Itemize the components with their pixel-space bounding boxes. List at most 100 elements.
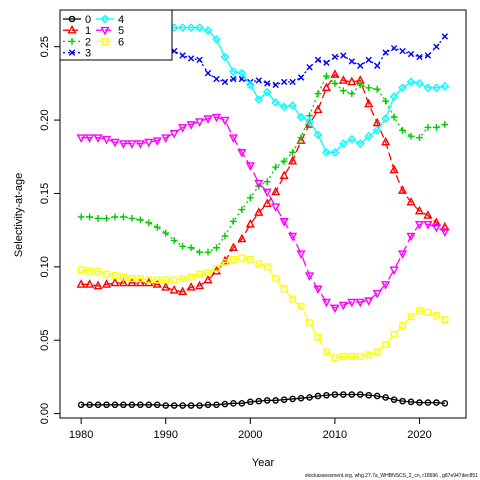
data-point-1-2002 [262, 198, 272, 208]
data-point-5-1991 [169, 129, 179, 139]
data-point-0-2000 [247, 398, 254, 406]
y-tick-label-0.00: 0.00 [39, 403, 51, 424]
data-point-4-2010 [330, 147, 340, 157]
data-point-6-1981 [86, 267, 94, 275]
data-point-0-2013 [356, 391, 364, 398]
legend-entry-6: 6 [96, 36, 124, 48]
data-point-1-2000 [245, 218, 255, 228]
data-point-5-2012 [347, 298, 357, 308]
legend-entry-0: 0 [63, 14, 91, 26]
data-point-4-2012 [347, 134, 357, 144]
data-point-1-2012 [347, 76, 357, 86]
data-point-0-1988 [145, 401, 153, 409]
data-point-5-2007 [304, 272, 315, 281]
series-line-5 [81, 116, 446, 309]
series-0 [77, 391, 449, 409]
data-point-2-2006 [297, 134, 305, 142]
data-point-0-1994 [196, 402, 203, 409]
data-point-6-2010 [331, 354, 339, 362]
data-point-4-2001 [254, 95, 264, 104]
data-point-5-2016 [381, 281, 391, 290]
legend-label-4: 4 [118, 14, 124, 26]
data-point-5-1992 [178, 124, 188, 133]
data-point-5-1997 [220, 116, 230, 126]
data-point-3-1996 [213, 75, 220, 83]
data-point-0-2004 [280, 396, 288, 403]
data-point-0-2023 [441, 400, 449, 407]
data-point-0-2006 [297, 394, 305, 402]
data-point-1-2001 [254, 207, 264, 216]
series-line-0 [81, 393, 445, 407]
data-point-5-2017 [389, 266, 399, 276]
data-point-4-2019 [406, 77, 416, 87]
data-point-6-2013 [356, 352, 364, 360]
axis-layer: 1980 1990 2000 2010 2020 0.00 0.05 0.10 0.15 0.20… [39, 36, 432, 441]
data-point-2-1992 [179, 242, 187, 250]
data-point-0-2008 [314, 392, 322, 400]
data-point-1-1984 [110, 277, 120, 287]
data-point-0-1993 [187, 402, 195, 409]
data-point-6-2005 [289, 295, 297, 303]
legend-entry-4: 4 [96, 14, 124, 26]
data-point-1-1982 [93, 280, 103, 290]
data-point-3-1997 [221, 78, 229, 86]
data-point-2-2004 [280, 157, 288, 165]
data-point-2-1986 [128, 215, 136, 222]
data-point-1-1980 [76, 279, 86, 288]
data-point-0-2022 [433, 399, 440, 406]
data-point-2-2022 [432, 124, 440, 131]
data-point-0-2011 [340, 391, 347, 398]
data-point-5-1988 [144, 138, 154, 148]
data-point-0-1985 [120, 401, 127, 409]
data-point-4-1995 [203, 26, 213, 35]
legend-marker-4 [100, 14, 110, 24]
data-point-3-1993 [187, 55, 195, 62]
data-point-0-1992 [179, 402, 186, 409]
data-point-0-1987 [137, 401, 144, 409]
data-point-6-1994 [196, 270, 204, 278]
data-point-2-2008 [314, 90, 322, 98]
data-point-5-2002 [262, 188, 272, 198]
data-point-4-2023 [440, 81, 450, 91]
legend-entry-2: 2 [63, 36, 91, 48]
data-point-2-2016 [382, 97, 390, 105]
data-point-0-2007 [306, 394, 313, 401]
data-point-1-2005 [288, 155, 298, 165]
data-point-5-1993 [186, 121, 196, 130]
data-point-6-1987 [136, 275, 144, 283]
data-point-0-1983 [103, 401, 110, 409]
series-line-6 [81, 257, 446, 359]
data-point-6-2017 [390, 330, 398, 338]
data-point-3-2012 [348, 58, 356, 65]
data-point-5-2023 [440, 228, 450, 237]
data-point-1-2023 [440, 221, 450, 231]
data-point-3-1995 [204, 69, 212, 77]
data-point-4-2003 [271, 98, 281, 107]
data-point-0-2005 [289, 395, 296, 403]
data-point-5-1985 [118, 140, 129, 149]
series-5 [76, 113, 450, 314]
data-point-1-2022 [431, 217, 441, 227]
legend-label-3: 3 [85, 48, 91, 60]
data-point-4-2005 [288, 101, 297, 110]
data-point-0-2003 [272, 397, 279, 404]
data-point-6-1984 [111, 272, 119, 280]
data-point-0-2012 [348, 391, 356, 398]
data-point-0-1980 [77, 401, 85, 409]
plot-frame [59, 9, 467, 419]
data-point-5-1995 [203, 115, 213, 124]
data-point-2-1998 [229, 217, 237, 225]
data-point-1-2011 [338, 75, 348, 84]
data-point-0-1995 [204, 401, 212, 409]
data-point-2-2011 [339, 87, 347, 95]
y-tick-label-0.25: 0.25 [39, 36, 51, 57]
data-point-5-2020 [414, 220, 425, 230]
data-point-1-2016 [381, 136, 391, 146]
data-point-6-1980 [77, 266, 85, 274]
data-point-3-2016 [382, 49, 389, 56]
legend-label-2: 2 [85, 36, 91, 48]
data-point-2-2009 [323, 72, 330, 80]
data-point-3-2022 [433, 43, 440, 50]
data-point-5-2021 [423, 220, 433, 230]
data-point-3-2021 [424, 52, 432, 59]
